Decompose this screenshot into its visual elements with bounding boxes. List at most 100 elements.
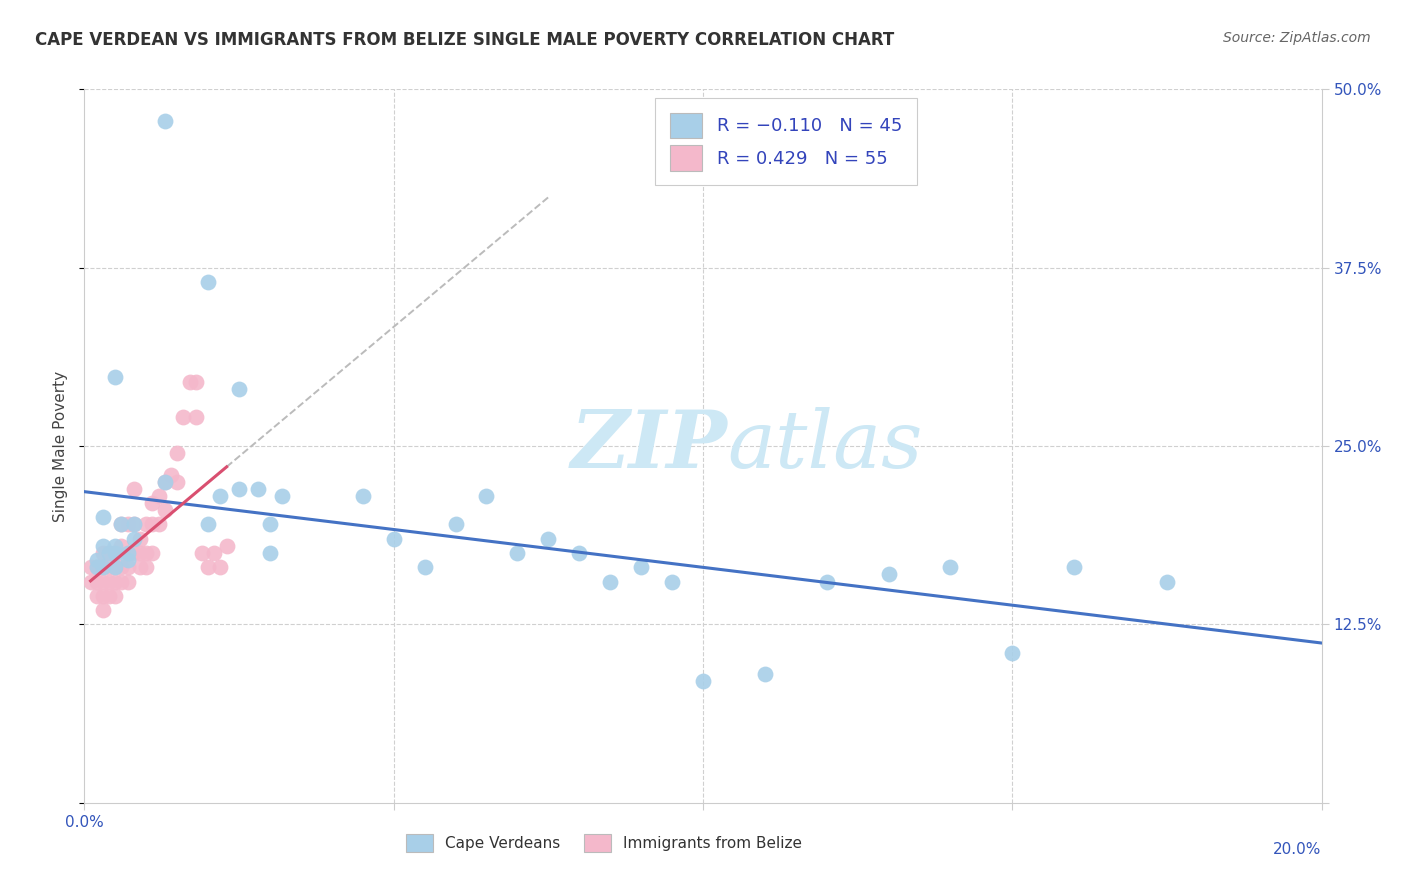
Point (122, 482, 145, 496)
Y-axis label: Single Male Poverty: Single Male Poverty (53, 370, 69, 522)
Point (184, 410, 207, 425)
Point (110, 539, 132, 553)
Point (86, 560, 108, 574)
Point (1063, 560, 1085, 574)
Point (86, 553, 108, 567)
Point (179, 375, 201, 389)
Point (141, 546, 163, 560)
Point (86, 574, 108, 589)
Point (129, 560, 152, 574)
Point (86, 589, 108, 603)
Point (91, 589, 114, 603)
Point (191, 546, 214, 560)
Point (209, 560, 232, 574)
Point (228, 482, 250, 496)
Point (537, 532, 560, 546)
Point (246, 482, 269, 496)
Point (104, 560, 127, 574)
Point (98, 546, 121, 560)
Point (110, 517, 132, 532)
Point (91, 560, 114, 574)
Text: ZIP: ZIP (571, 408, 728, 484)
Point (117, 546, 139, 560)
Point (877, 567, 900, 582)
Point (382, 532, 405, 546)
Point (271, 489, 294, 503)
Point (1001, 646, 1024, 660)
Point (98, 546, 121, 560)
Point (117, 546, 139, 560)
Point (110, 574, 132, 589)
Point (117, 560, 139, 574)
Text: CAPE VERDEAN VS IMMIGRANTS FROM BELIZE SINGLE MALE POVERTY CORRELATION CHART: CAPE VERDEAN VS IMMIGRANTS FROM BELIZE S… (35, 31, 894, 49)
Point (184, 375, 207, 389)
Point (197, 517, 219, 532)
Point (444, 517, 467, 532)
Point (815, 574, 838, 589)
Point (129, 546, 152, 560)
Point (98, 574, 121, 589)
Point (259, 517, 281, 532)
Text: Source: ZipAtlas.com: Source: ZipAtlas.com (1223, 31, 1371, 45)
Point (104, 546, 127, 560)
Point (413, 560, 436, 574)
Point (475, 489, 498, 503)
Point (215, 539, 238, 553)
Point (141, 496, 163, 510)
Point (122, 546, 145, 560)
Point (135, 517, 157, 532)
Point (104, 589, 127, 603)
Point (630, 560, 652, 574)
Point (939, 560, 962, 574)
Point (153, 503, 176, 517)
Point (104, 574, 127, 589)
Point (91, 603, 114, 617)
Point (79, 574, 101, 589)
Point (166, 446, 188, 460)
Point (91, 574, 114, 589)
Point (117, 574, 139, 589)
Point (79, 560, 101, 574)
Point (104, 546, 127, 560)
Point (599, 574, 621, 589)
Point (98, 589, 121, 603)
Point (148, 517, 170, 532)
Point (754, 667, 776, 681)
Point (117, 517, 139, 532)
Point (86, 560, 108, 574)
Point (104, 539, 127, 553)
Point (166, 475, 188, 489)
Point (197, 560, 219, 574)
Point (160, 467, 183, 482)
Point (91, 510, 114, 524)
Point (104, 560, 127, 574)
Point (110, 517, 132, 532)
Point (135, 560, 157, 574)
Point (141, 517, 163, 532)
Point (692, 674, 714, 689)
Point (228, 382, 250, 396)
Point (148, 489, 170, 503)
Point (209, 489, 232, 503)
Legend: Cape Verdeans, Immigrants from Belize: Cape Verdeans, Immigrants from Belize (395, 823, 813, 863)
Point (104, 546, 127, 560)
Point (172, 410, 194, 425)
Point (568, 546, 591, 560)
Point (91, 539, 114, 553)
Text: 20.0%: 20.0% (1274, 842, 1322, 857)
Point (153, 475, 176, 489)
Point (1156, 574, 1178, 589)
Point (506, 546, 529, 560)
Point (202, 546, 225, 560)
Point (197, 275, 219, 289)
Point (352, 489, 374, 503)
Point (117, 553, 139, 567)
Point (110, 560, 132, 574)
Point (91, 546, 114, 560)
Point (122, 517, 145, 532)
Point (129, 532, 152, 546)
Point (259, 546, 281, 560)
Point (661, 574, 683, 589)
Point (135, 546, 157, 560)
Point (122, 532, 145, 546)
